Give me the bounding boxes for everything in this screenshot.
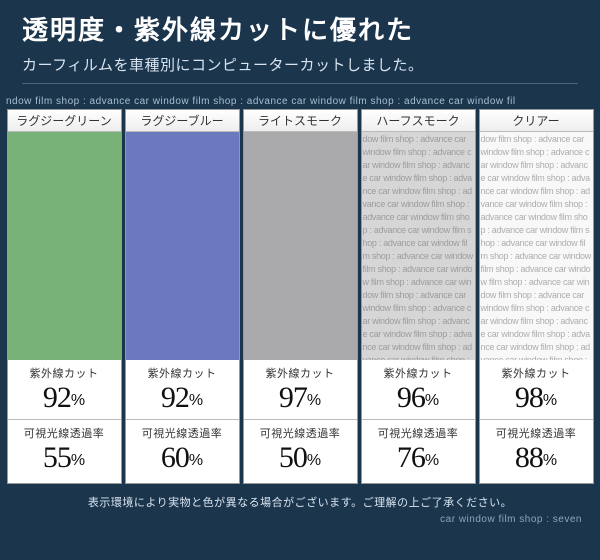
film-name: クリアー [480, 110, 593, 132]
vlt-label: 可視光線透過率 [244, 420, 357, 441]
film-card: クリアーdow film shop : advance car window f… [479, 109, 594, 484]
uv-label: 紫外線カット [126, 360, 239, 381]
film-swatch: dow film shop : advance car window film … [362, 132, 475, 360]
uv-label: 紫外線カット [244, 360, 357, 381]
film-stats: 紫外線カット92%可視光線透過率60% [126, 360, 239, 483]
vlt-label: 可視光線透過率 [480, 420, 593, 441]
page-title: 透明度・紫外線カットに優れた [22, 14, 578, 48]
uv-label: 紫外線カット [8, 360, 121, 381]
film-name: ハーフスモーク [362, 110, 475, 132]
page-subtitle: カーフィルムを車種別にコンピューターカットしました。 [22, 54, 578, 84]
film-card: ラグジーブルーdow film shop : advance car windo… [125, 109, 240, 484]
film-swatch: dow film shop : advance car window film … [126, 132, 239, 360]
film-stats: 紫外線カット97%可視光線透過率50% [244, 360, 357, 483]
film-card: ラグジーグリーンdow film shop : advance car wind… [7, 109, 122, 484]
uv-value: 98% [480, 381, 593, 420]
uv-label: 紫外線カット [480, 360, 593, 381]
vlt-value: 55% [8, 441, 121, 483]
header: 透明度・紫外線カットに優れた カーフィルムを車種別にコンピューターカットしました… [0, 0, 600, 94]
film-stats: 紫外線カット92%可視光線透過率55% [8, 360, 121, 483]
footer-text: car window film shop : seven [0, 514, 600, 525]
cards-row: ラグジーグリーンdow film shop : advance car wind… [0, 109, 600, 484]
film-stats: 紫外線カット98%可視光線透過率88% [480, 360, 593, 483]
uv-value: 92% [126, 381, 239, 420]
film-card: ライトスモークdow film shop : advance car windo… [243, 109, 358, 484]
vlt-value: 88% [480, 441, 593, 483]
uv-value: 96% [362, 381, 475, 420]
film-name: ライトスモーク [244, 110, 357, 132]
vlt-label: 可視光線透過率 [8, 420, 121, 441]
uv-value: 97% [244, 381, 357, 420]
watermark-strip: ndow film shop : advance car window film… [0, 94, 600, 109]
film-card: ハーフスモークdow film shop : advance car windo… [361, 109, 476, 484]
vlt-label: 可視光線透過率 [362, 420, 475, 441]
film-swatch: dow film shop : advance car window film … [244, 132, 357, 360]
uv-label: 紫外線カット [362, 360, 475, 381]
vlt-label: 可視光線透過率 [126, 420, 239, 441]
vlt-value: 50% [244, 441, 357, 483]
vlt-value: 60% [126, 441, 239, 483]
film-swatch: dow film shop : advance car window film … [480, 132, 593, 360]
vlt-value: 76% [362, 441, 475, 483]
film-stats: 紫外線カット96%可視光線透過率76% [362, 360, 475, 483]
film-name: ラグジーグリーン [8, 110, 121, 132]
film-swatch: dow film shop : advance car window film … [8, 132, 121, 360]
film-name: ラグジーブルー [126, 110, 239, 132]
disclaimer-text: 表示環境により実物と色が異なる場合がございます。ご理解の上ご了承ください。 [0, 484, 600, 514]
uv-value: 92% [8, 381, 121, 420]
